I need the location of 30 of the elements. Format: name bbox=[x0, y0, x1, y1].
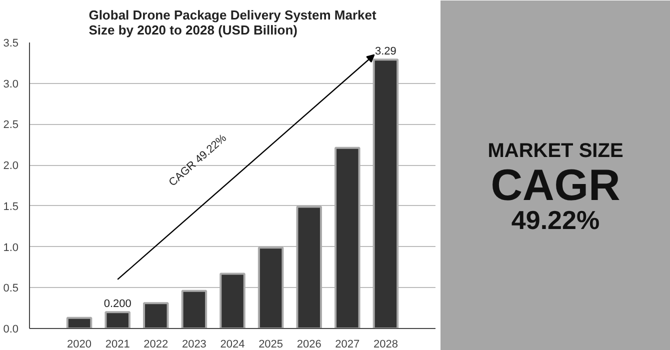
bar bbox=[372, 58, 399, 328]
bar bbox=[258, 246, 284, 328]
bar bbox=[66, 316, 92, 328]
bar bbox=[143, 302, 169, 328]
x-tick-label: 2025 bbox=[258, 338, 284, 350]
y-tick-label: 1.5 bbox=[3, 200, 19, 213]
bar bbox=[334, 146, 360, 328]
y-tick-label: 1.0 bbox=[3, 242, 19, 254]
data-label: 3.29 bbox=[375, 46, 396, 58]
y-tick-label: 2.5 bbox=[3, 119, 19, 132]
y-tick-label: 3.5 bbox=[3, 38, 19, 50]
y-tick-label: 0.0 bbox=[3, 324, 19, 336]
x-tick-label: 2026 bbox=[296, 338, 322, 350]
y-tick-label: 0.5 bbox=[3, 282, 19, 295]
x-tick-label: 2028 bbox=[373, 338, 398, 350]
x-tick-label: 2022 bbox=[144, 338, 168, 350]
bar bbox=[181, 290, 208, 328]
text: MARKET SIZE bbox=[488, 140, 624, 162]
x-tick-label: 2020 bbox=[67, 338, 92, 350]
x-tick-label: 2023 bbox=[182, 338, 206, 350]
x-tick-label: 2021 bbox=[105, 338, 130, 350]
chart-title: Global Drone Package Delivery System Market Size by 2020 to 2028 (USD Billion) bbox=[88, 8, 377, 38]
bar bbox=[296, 206, 322, 328]
y-tick-label: 2.0 bbox=[3, 160, 19, 172]
x-tick-label: 2024 bbox=[220, 338, 245, 350]
bar bbox=[104, 311, 130, 328]
data-label: 0.200 bbox=[104, 298, 132, 310]
y-tick-label: 3.0 bbox=[3, 78, 19, 90]
x-tick-label: 2027 bbox=[335, 338, 360, 350]
bar bbox=[220, 272, 246, 328]
